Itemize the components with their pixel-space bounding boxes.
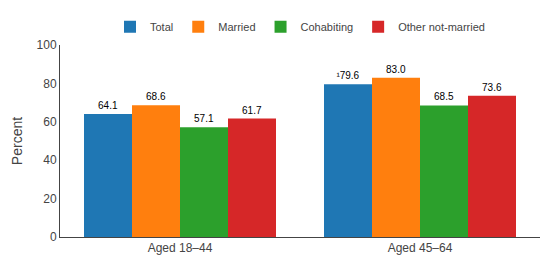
svg-text:20: 20 <box>43 192 57 206</box>
svg-text:Aged 18–44: Aged 18–44 <box>148 241 213 255</box>
svg-text:80: 80 <box>43 77 57 91</box>
svg-text:Other not-married: Other not-married <box>398 21 485 33</box>
svg-text:60: 60 <box>43 115 57 129</box>
svg-text:Percent: Percent <box>9 117 25 165</box>
svg-text:Married: Married <box>218 21 255 33</box>
svg-text:57.1: 57.1 <box>194 113 214 124</box>
svg-text:0: 0 <box>50 230 57 244</box>
svg-text:Total: Total <box>150 21 173 33</box>
svg-text:68.6: 68.6 <box>146 91 166 102</box>
svg-text:40: 40 <box>43 153 57 167</box>
svg-text:Aged 45–64: Aged 45–64 <box>388 241 453 255</box>
svg-text:83.0: 83.0 <box>386 64 406 75</box>
svg-text:¹79.6: ¹79.6 <box>336 70 359 81</box>
svg-text:73.6: 73.6 <box>482 82 502 93</box>
svg-text:61.7: 61.7 <box>242 105 262 116</box>
svg-text:68.5: 68.5 <box>434 91 454 102</box>
svg-text:100: 100 <box>37 38 57 52</box>
svg-text:Cohabiting: Cohabiting <box>301 21 354 33</box>
svg-text:64.1: 64.1 <box>98 100 118 111</box>
